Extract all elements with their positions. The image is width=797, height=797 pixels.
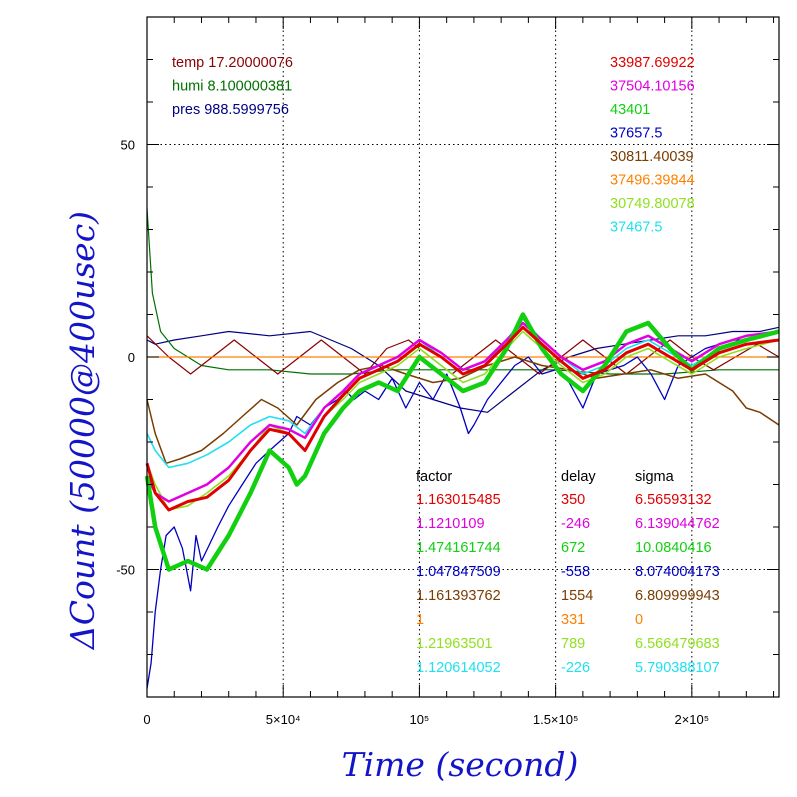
count-value: 33987.69922 — [610, 55, 695, 71]
table-header: delay — [561, 469, 596, 485]
series-line-1 — [146, 208, 779, 375]
table-cell-factor: 1.120614052 — [416, 660, 501, 676]
x-axis-label: Time (second) — [342, 745, 579, 784]
count-value: 37467.5 — [610, 220, 662, 236]
count-annotations: 33987.69922 37504.10156 43401 37657.5 30811.… — [610, 55, 695, 236]
environment-label: humi 8.100000381 — [172, 79, 292, 95]
environment-annotations: temp 17.20000076 humi 8.100000381 pres 988… — [172, 55, 293, 118]
count-value: 37496.39844 — [610, 173, 695, 189]
table-cell-sigma: 5.790388107 — [635, 660, 720, 676]
y-tick-label: -50 — [116, 563, 135, 578]
table-cell-delay: 1554 — [561, 588, 593, 604]
table-cell-delay: -226 — [561, 660, 590, 676]
x-tick-label: 0 — [143, 712, 150, 727]
factor-table: factor delay sigma 1.163015485 350 6.56593132… — [416, 469, 720, 676]
x-tick-label: 2×10⁵ — [674, 712, 709, 727]
table-cell-delay: 789 — [561, 636, 585, 652]
y-axis-label: ΔCount (50000@400usec) — [63, 211, 102, 651]
table-cell-factor: 1 — [416, 612, 424, 628]
y-tick-label: 0 — [128, 350, 135, 365]
series-lines — [144, 208, 780, 689]
series-line-9 — [144, 312, 780, 572]
count-value: 30811.40039 — [610, 149, 694, 165]
table-cell-sigma: 6.56593132 — [635, 492, 712, 508]
y-tick-label: 50 — [121, 138, 135, 153]
series-line-2 — [146, 335, 780, 375]
table-cell-delay: 331 — [561, 612, 585, 628]
count-value: 37657.5 — [610, 126, 662, 142]
table-header: factor — [416, 469, 452, 485]
table-cell-sigma: 8.074004173 — [635, 564, 720, 580]
x-tick-label: 1.5×10⁵ — [533, 712, 579, 727]
table-cell-delay: -246 — [561, 516, 590, 532]
series-line-0 — [146, 326, 780, 413]
table-cell-factor: 1.474161744 — [416, 540, 501, 556]
table-cell-factor: 1.21963501 — [416, 636, 493, 652]
series-line-7 — [146, 330, 780, 511]
x-tick-label: 10⁵ — [409, 712, 429, 727]
series-line-4 — [146, 330, 780, 689]
x-tick-label: 5×10⁴ — [266, 712, 301, 727]
table-cell-delay: -558 — [561, 564, 590, 580]
series-line-6 — [146, 317, 780, 469]
count-value: 37504.10156 — [610, 79, 695, 95]
count-value: 43401 — [610, 102, 650, 118]
table-cell-sigma: 6.809999943 — [635, 588, 720, 604]
environment-label: temp 17.20000076 — [172, 55, 293, 71]
environment-label: pres 988.5999756 — [172, 102, 289, 118]
table-cell-sigma: 0 — [635, 612, 643, 628]
table-header: sigma — [635, 469, 675, 485]
table-cell-factor: 1.161393762 — [416, 588, 501, 604]
table-cell-delay: 672 — [561, 540, 585, 556]
table-cell-factor: 1.163015485 — [416, 492, 501, 508]
table-cell-sigma: 6.139044762 — [635, 516, 720, 532]
series-line-5 — [146, 356, 780, 465]
table-cell-delay: 350 — [561, 492, 585, 508]
axis-tick-labels: 0 5×10⁴ 10⁵ 1.5×10⁵ 2×10⁵ 50 0 -50 — [116, 138, 709, 728]
series-line-8 — [145, 321, 780, 503]
count-value: 30749.80078 — [610, 196, 695, 212]
table-cell-sigma: 10.0840416 — [635, 540, 712, 556]
table-cell-factor: 1.1210109 — [416, 516, 485, 532]
axis-ticks — [147, 17, 779, 697]
table-cell-sigma: 6.566479683 — [635, 636, 720, 652]
series-line-10 — [145, 325, 780, 512]
table-cell-factor: 1.047847509 — [416, 564, 501, 580]
